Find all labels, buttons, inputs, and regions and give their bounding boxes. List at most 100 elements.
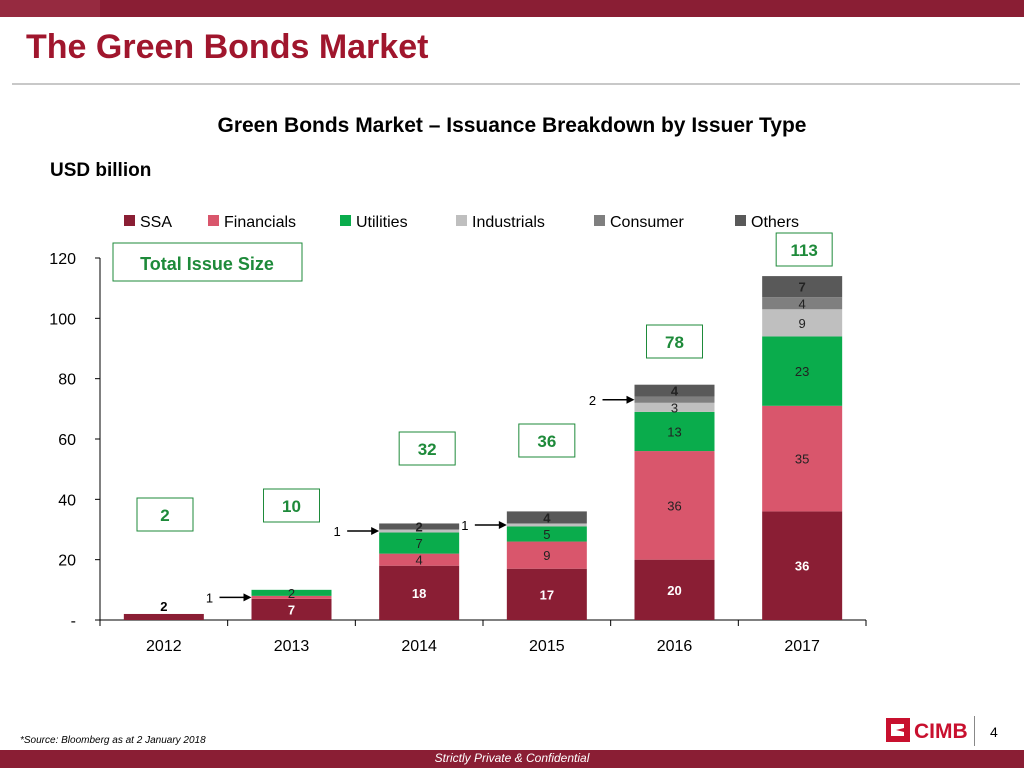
x-tick-label-2013: 2013: [274, 638, 310, 655]
data-label-callout: 1: [461, 518, 468, 533]
total-box-2012: [136, 497, 194, 532]
legend-swatch-financials: [208, 215, 219, 226]
bar-2014-others: [379, 523, 460, 530]
bar-2015-industrials: [506, 523, 587, 527]
data-label-2017-consumer: 4: [799, 296, 806, 311]
logo-divider: [974, 716, 975, 746]
total-label-2012: 2: [160, 506, 169, 525]
data-label-2017-others: 7: [799, 280, 806, 295]
legend-label-financials: Financials: [224, 214, 296, 231]
y-tick-label: 40: [58, 492, 76, 509]
legend-label-ssa: SSA: [140, 214, 172, 231]
bar-2014-ssa: [379, 565, 460, 620]
total-box-2015: [518, 423, 576, 458]
legend-swatch-others: [735, 215, 746, 226]
page-number: 4: [990, 724, 998, 740]
bar-2013-ssa: [251, 598, 332, 620]
total-label-2015: 36: [537, 432, 556, 451]
y-tick-label: 100: [49, 311, 76, 328]
total-label-2016: 78: [665, 333, 684, 352]
total-issue-size-label: Total Issue Size: [140, 254, 274, 274]
cimb-logo: CIMB: [886, 718, 968, 743]
callout-arrow-head: [498, 520, 507, 529]
y-tick-label: 80: [58, 372, 76, 389]
source-footnote: *Source: Bloomberg as at 2 January 2018: [20, 735, 206, 746]
y-tick-label: 120: [49, 251, 76, 268]
total-box-2017: [775, 232, 833, 267]
bar-2015-financials: [506, 541, 587, 569]
legend-swatch-utilities: [340, 215, 351, 226]
data-label-2017-industrials: 9: [799, 316, 806, 331]
bar-2016-ssa: [634, 559, 715, 620]
data-label-2012-ssa: 2: [160, 599, 167, 614]
data-label-2016-utilities: 13: [667, 424, 681, 439]
legend-swatch-consumer: [594, 215, 605, 226]
legend-label-utilities: Utilities: [356, 214, 408, 231]
data-label-2013-ssa: 7: [288, 602, 295, 617]
bar-2012-ssa: [123, 613, 204, 620]
x-tick-label-2017: 2017: [784, 638, 820, 655]
bar-2014-utilities: [379, 532, 460, 554]
bar-2017-financials: [762, 405, 843, 512]
data-label-2015-utilities: 5: [543, 527, 550, 542]
y-tick-label: 60: [58, 432, 76, 449]
legend-swatch-ssa: [124, 215, 135, 226]
total-issue-size-box: [112, 242, 303, 282]
unit-label: USD billion: [50, 160, 152, 181]
stacked-bar-chart: SSA Financials Utilities Industrials Consume…: [49, 214, 867, 655]
data-label-2013-utilities: 2: [288, 586, 295, 601]
data-label-2017-financials: 35: [795, 452, 809, 467]
bar-2016-others: [634, 384, 715, 397]
bar-2016-industrials: [634, 402, 715, 412]
total-label-2017: 113: [790, 241, 817, 260]
data-label-callout: 1: [334, 524, 341, 539]
bar-2013-financials: [251, 595, 332, 599]
total-label-2013: 10: [282, 497, 301, 516]
total-box-2014: [398, 431, 456, 466]
legend-label-others: Others: [751, 214, 799, 231]
bar-2017-consumer: [762, 297, 843, 310]
bar-2015-ssa: [506, 568, 587, 620]
bar-2017-others: [762, 276, 843, 298]
title-divider: [12, 83, 1020, 85]
data-label-2014-others: 2: [416, 519, 423, 534]
bar-2015-utilities: [506, 526, 587, 542]
x-tick-label-2014: 2014: [401, 638, 437, 655]
bar-2013-utilities: [251, 589, 332, 596]
x-tick-label-2016: 2016: [657, 638, 693, 655]
bar-2016-financials: [634, 451, 715, 560]
bar-2016-utilities: [634, 411, 715, 452]
legend-label-consumer: Consumer: [610, 214, 684, 231]
data-label-2015-financials: 9: [543, 548, 550, 563]
confidentiality-notice: Strictly Private & Confidential: [434, 751, 590, 765]
bar-2017-ssa: [762, 511, 843, 620]
data-label-2016-industrials: 3: [671, 400, 678, 415]
x-tick-label-2015: 2015: [529, 638, 565, 655]
bar-2014-industrials: [379, 529, 460, 533]
data-label-2015-others: 4: [543, 510, 551, 525]
data-label-2017-ssa: 36: [795, 559, 809, 574]
total-box-2016: [646, 324, 703, 359]
legend-label-industrials: Industrials: [472, 214, 545, 231]
bar-2017-industrials: [762, 309, 843, 337]
y-tick-label: -: [71, 613, 76, 630]
data-label-2016-ssa: 20: [667, 583, 681, 598]
bar-2017-utilities: [762, 336, 843, 406]
callout-arrow-head: [626, 395, 635, 404]
bottom-band: [0, 750, 1024, 768]
legend-swatch-industrials: [456, 215, 467, 226]
x-tick-label-2012: 2012: [146, 638, 182, 655]
data-label-2017-utilities: 23: [795, 364, 809, 379]
data-label-2016-financials: 36: [667, 498, 681, 513]
y-tick-label: 20: [58, 553, 76, 570]
total-label-2014: 32: [418, 440, 437, 459]
top-band-accent: [0, 0, 100, 17]
chart-title: Green Bonds Market – Issuance Breakdown …: [217, 114, 807, 137]
data-label-2014-ssa: 18: [412, 586, 426, 601]
data-label-2016-others: 4: [671, 384, 679, 399]
data-label-callout: 1: [206, 590, 213, 605]
data-label-2014-utilities: 7: [416, 536, 423, 551]
callout-arrow-head: [371, 527, 380, 536]
total-box-2013: [263, 488, 320, 523]
bar-2014-financials: [379, 553, 460, 566]
